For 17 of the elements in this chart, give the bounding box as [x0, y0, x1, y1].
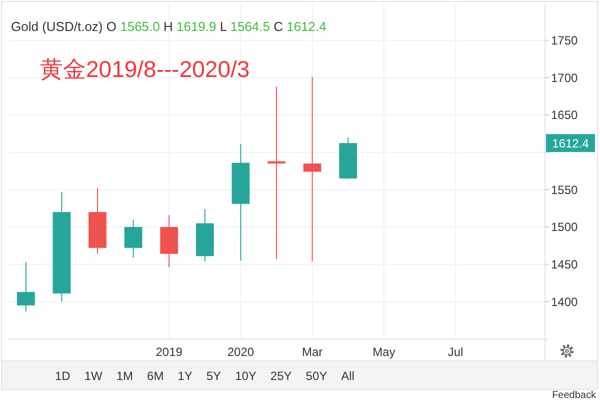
y-tick-label: 1550 — [551, 182, 578, 197]
price-tag: 1612.4 — [546, 134, 595, 152]
y-tick-label: 1700 — [551, 70, 578, 85]
feedback-link: Feedback — [552, 390, 596, 400]
x-tick-label: Mar — [302, 345, 323, 359]
x-tick-label: 2020 — [227, 345, 254, 359]
y-tick-label: 1650 — [551, 108, 578, 122]
y-tick-label: 1500 — [551, 220, 578, 234]
x-tick-label: Jul — [448, 345, 464, 359]
range-buttons: 1D 1W 1M 6M 1Y 5Y 10Y 25Y 50Y All — [55, 369, 354, 383]
y-tick-label: 1400 — [551, 294, 578, 309]
chart-title: Gold (USD/t.oz) O 1565.0 H 1619.9 L 1564.5 C 1612.4 — [11, 19, 326, 34]
y-tick-label: 1450 — [551, 258, 578, 272]
y-tick-label: 1750 — [551, 34, 578, 48]
x-tick-label: 2019 — [156, 345, 183, 359]
subtitle: 黄金2019/8---2020/3 — [40, 56, 250, 82]
x-tick-label: May — [372, 345, 396, 359]
